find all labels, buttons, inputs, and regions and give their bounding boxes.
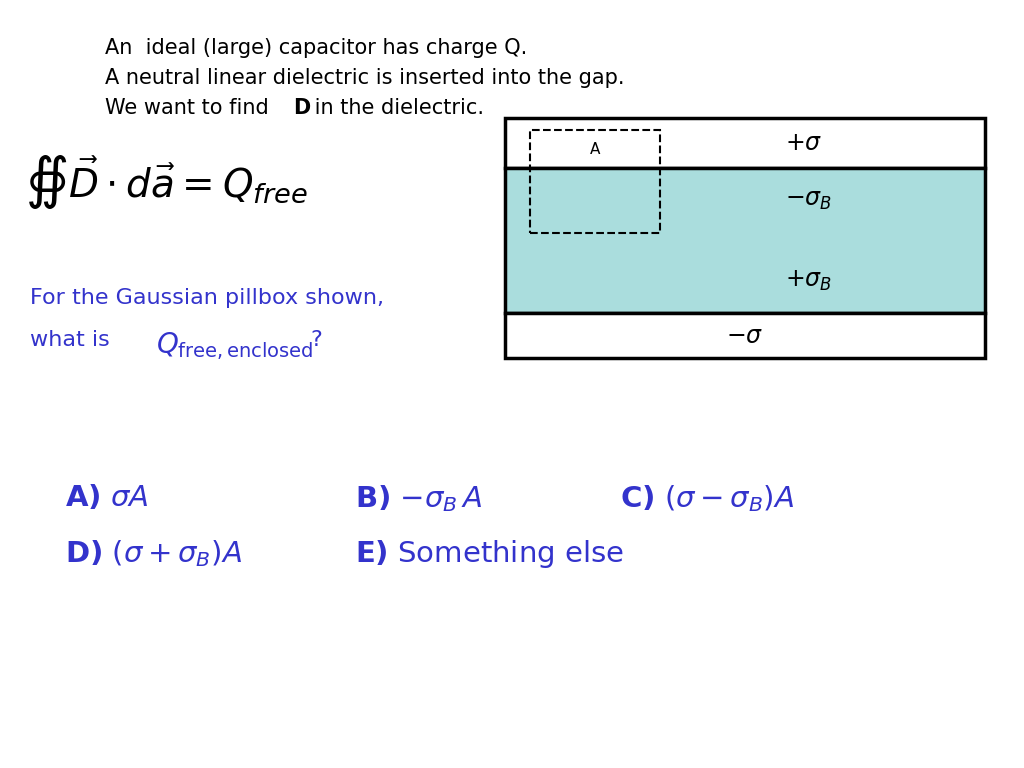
Text: $+\sigma$: $+\sigma$ (785, 131, 822, 155)
Text: D: D (293, 98, 310, 118)
Bar (505, 313, 985, 358)
Text: $-\sigma$: $-\sigma$ (726, 323, 764, 347)
Text: $-\sigma_B$: $-\sigma_B$ (785, 188, 833, 212)
Text: $+\sigma_B$: $+\sigma_B$ (785, 269, 833, 293)
Text: A neutral linear dielectric is inserted into the gap.: A neutral linear dielectric is inserted … (105, 68, 625, 88)
Text: $\mathbf{D)}\ (\sigma + \sigma_B)A$: $\mathbf{D)}\ (\sigma + \sigma_B)A$ (65, 538, 242, 569)
Text: what is: what is (30, 330, 117, 350)
Text: ?: ? (310, 330, 322, 350)
Text: For the Gaussian pillbox shown,: For the Gaussian pillbox shown, (30, 288, 384, 308)
Text: $\mathbf{E)}$ Something else: $\mathbf{E)}$ Something else (355, 538, 624, 570)
Text: $\mathbf{C)}\ (\sigma - \sigma_B)A$: $\mathbf{C)}\ (\sigma - \sigma_B)A$ (620, 483, 795, 514)
Text: $\mathbf{B)}\ {-\sigma_B}\, A$: $\mathbf{B)}\ {-\sigma_B}\, A$ (355, 483, 482, 514)
Bar (530, 130, 660, 233)
Bar (505, 118, 985, 168)
Text: A: A (590, 142, 600, 157)
Bar (505, 168, 985, 313)
Text: $\mathbf{A)}\ \sigma A$: $\mathbf{A)}\ \sigma A$ (65, 483, 148, 512)
Text: $\oiint \vec{D} \cdot d\vec{a} = Q_{free}$: $\oiint \vec{D} \cdot d\vec{a} = Q_{free… (25, 153, 307, 211)
Text: We want to find: We want to find (105, 98, 275, 118)
Text: $Q_{\mathrm{free,enclosed}}$: $Q_{\mathrm{free,enclosed}}$ (156, 330, 313, 362)
Text: in the dielectric.: in the dielectric. (308, 98, 484, 118)
Text: An  ideal (large) capacitor has charge Q.: An ideal (large) capacitor has charge Q. (105, 38, 527, 58)
